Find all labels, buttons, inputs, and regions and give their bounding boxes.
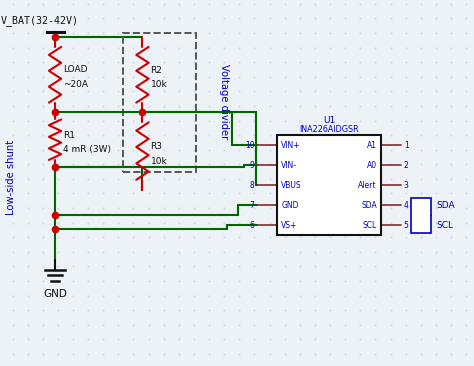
Text: 10: 10 xyxy=(245,141,255,150)
Text: 7: 7 xyxy=(250,201,255,210)
Text: 3: 3 xyxy=(404,181,409,190)
Text: 10k: 10k xyxy=(151,157,167,166)
Text: R1: R1 xyxy=(63,131,75,140)
Text: U1: U1 xyxy=(323,116,335,125)
Text: 4: 4 xyxy=(404,201,409,210)
Text: 5: 5 xyxy=(404,221,409,230)
Text: 2: 2 xyxy=(404,161,409,170)
Text: 9: 9 xyxy=(250,161,255,170)
Text: GND: GND xyxy=(282,201,299,210)
Text: 10k: 10k xyxy=(151,80,167,89)
Text: Low-side shunt: Low-side shunt xyxy=(6,140,16,215)
Text: LOAD: LOAD xyxy=(63,65,88,74)
Text: SCL: SCL xyxy=(363,221,377,230)
Bar xyxy=(277,135,381,235)
Text: A1: A1 xyxy=(367,141,377,150)
Text: 1: 1 xyxy=(404,141,409,150)
Text: GND: GND xyxy=(43,289,67,299)
Text: SDA: SDA xyxy=(436,201,455,210)
Text: 4 mR (3W): 4 mR (3W) xyxy=(63,145,111,154)
Text: ~20A: ~20A xyxy=(63,80,88,89)
Text: A0: A0 xyxy=(367,161,377,170)
Text: 6: 6 xyxy=(250,221,255,230)
Text: V_BAT(32-42V): V_BAT(32-42V) xyxy=(0,15,79,26)
Text: R2: R2 xyxy=(151,66,163,75)
Text: 8: 8 xyxy=(250,181,255,190)
Text: VIN+: VIN+ xyxy=(282,141,301,150)
Text: VIN-: VIN- xyxy=(282,161,297,170)
Text: SCL: SCL xyxy=(436,221,453,230)
Text: VBUS: VBUS xyxy=(282,181,302,190)
Text: Voltage divider: Voltage divider xyxy=(219,64,229,140)
Bar xyxy=(123,33,196,172)
Text: R3: R3 xyxy=(151,142,163,151)
Text: Alert: Alert xyxy=(358,181,377,190)
Text: VS+: VS+ xyxy=(282,221,298,230)
Text: INA226AIDGSR: INA226AIDGSR xyxy=(300,125,359,134)
Text: SDA: SDA xyxy=(361,201,377,210)
Bar xyxy=(411,198,431,233)
